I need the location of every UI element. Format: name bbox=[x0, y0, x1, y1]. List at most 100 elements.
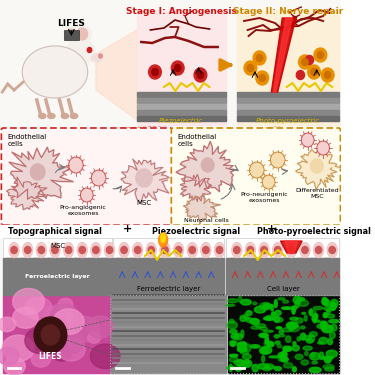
Bar bbox=[137, 10, 226, 125]
Ellipse shape bbox=[280, 351, 287, 357]
Polygon shape bbox=[7, 177, 47, 210]
Ellipse shape bbox=[160, 243, 170, 258]
Ellipse shape bbox=[230, 341, 236, 346]
Ellipse shape bbox=[253, 302, 257, 305]
Ellipse shape bbox=[133, 243, 143, 258]
Circle shape bbox=[256, 71, 268, 85]
Circle shape bbox=[174, 64, 181, 72]
Bar bbox=[88, 258, 99, 266]
Text: Cell layer: Cell layer bbox=[267, 286, 300, 292]
Ellipse shape bbox=[300, 333, 306, 340]
Circle shape bbox=[80, 188, 93, 202]
Ellipse shape bbox=[245, 344, 251, 351]
Bar bbox=[3, 238, 112, 295]
Ellipse shape bbox=[252, 364, 258, 372]
Ellipse shape bbox=[240, 351, 249, 354]
Bar bbox=[137, 98, 226, 103]
Ellipse shape bbox=[282, 351, 287, 356]
Ellipse shape bbox=[322, 322, 326, 330]
Polygon shape bbox=[176, 141, 234, 192]
Ellipse shape bbox=[320, 321, 326, 324]
Ellipse shape bbox=[260, 303, 271, 310]
Bar bbox=[60, 258, 71, 266]
Bar bbox=[113, 258, 224, 295]
Ellipse shape bbox=[327, 357, 332, 362]
Ellipse shape bbox=[309, 309, 312, 316]
Circle shape bbox=[135, 246, 141, 254]
Circle shape bbox=[308, 65, 320, 79]
Bar bbox=[47, 258, 58, 266]
Circle shape bbox=[197, 72, 204, 78]
Ellipse shape bbox=[232, 243, 242, 258]
Ellipse shape bbox=[266, 315, 276, 320]
Circle shape bbox=[247, 246, 254, 254]
Circle shape bbox=[259, 75, 266, 81]
Circle shape bbox=[305, 56, 314, 64]
Ellipse shape bbox=[280, 357, 288, 362]
Ellipse shape bbox=[231, 333, 239, 339]
Ellipse shape bbox=[235, 333, 243, 340]
Circle shape bbox=[24, 246, 31, 254]
Ellipse shape bbox=[62, 114, 69, 118]
Ellipse shape bbox=[51, 304, 78, 327]
Ellipse shape bbox=[242, 342, 246, 346]
Text: Photo-pyroelectric signal: Photo-pyroelectric signal bbox=[257, 228, 371, 237]
Ellipse shape bbox=[312, 315, 316, 321]
Ellipse shape bbox=[161, 234, 165, 243]
Bar bbox=[137, 110, 226, 115]
Text: Pro-neurogenic
exosomes: Pro-neurogenic exosomes bbox=[240, 192, 288, 203]
Circle shape bbox=[162, 246, 168, 254]
Ellipse shape bbox=[274, 367, 282, 370]
Ellipse shape bbox=[91, 243, 101, 258]
Ellipse shape bbox=[90, 344, 120, 369]
Circle shape bbox=[296, 70, 304, 80]
Ellipse shape bbox=[230, 341, 237, 343]
Bar bbox=[101, 258, 112, 266]
Circle shape bbox=[261, 246, 267, 254]
Circle shape bbox=[216, 246, 223, 254]
Ellipse shape bbox=[278, 358, 287, 361]
Ellipse shape bbox=[0, 317, 16, 332]
Ellipse shape bbox=[255, 306, 266, 313]
Text: Pro-angiogenic
exosomes: Pro-angiogenic exosomes bbox=[60, 205, 106, 216]
Bar bbox=[74, 258, 85, 266]
Ellipse shape bbox=[174, 243, 184, 258]
Ellipse shape bbox=[43, 306, 65, 324]
Bar bbox=[110, 295, 339, 373]
Bar bbox=[324, 258, 335, 266]
Circle shape bbox=[302, 133, 314, 147]
Ellipse shape bbox=[51, 315, 66, 328]
Bar bbox=[64, 30, 79, 40]
Circle shape bbox=[92, 170, 106, 186]
Ellipse shape bbox=[312, 361, 318, 364]
Ellipse shape bbox=[236, 367, 242, 371]
Bar bbox=[157, 258, 168, 266]
Ellipse shape bbox=[278, 298, 285, 300]
Bar bbox=[226, 258, 339, 295]
Ellipse shape bbox=[275, 310, 281, 315]
Bar bbox=[184, 258, 195, 266]
Ellipse shape bbox=[31, 351, 51, 367]
Ellipse shape bbox=[324, 299, 329, 306]
Ellipse shape bbox=[295, 300, 299, 308]
Bar bbox=[113, 238, 224, 295]
Ellipse shape bbox=[322, 356, 333, 359]
Ellipse shape bbox=[300, 243, 310, 258]
Ellipse shape bbox=[13, 288, 45, 315]
Polygon shape bbox=[280, 241, 302, 253]
Ellipse shape bbox=[243, 314, 248, 317]
Text: Stage I: Angiogenesis: Stage I: Angiogenesis bbox=[126, 7, 237, 16]
Circle shape bbox=[87, 48, 92, 53]
Ellipse shape bbox=[276, 327, 282, 329]
Ellipse shape bbox=[293, 296, 301, 304]
Ellipse shape bbox=[0, 347, 19, 365]
Ellipse shape bbox=[230, 354, 238, 357]
Ellipse shape bbox=[45, 321, 58, 332]
Ellipse shape bbox=[9, 243, 19, 258]
Bar bbox=[3, 295, 109, 373]
Ellipse shape bbox=[297, 297, 304, 301]
Ellipse shape bbox=[275, 341, 280, 344]
Bar bbox=[170, 258, 182, 266]
Ellipse shape bbox=[2, 335, 34, 362]
Ellipse shape bbox=[293, 342, 296, 346]
